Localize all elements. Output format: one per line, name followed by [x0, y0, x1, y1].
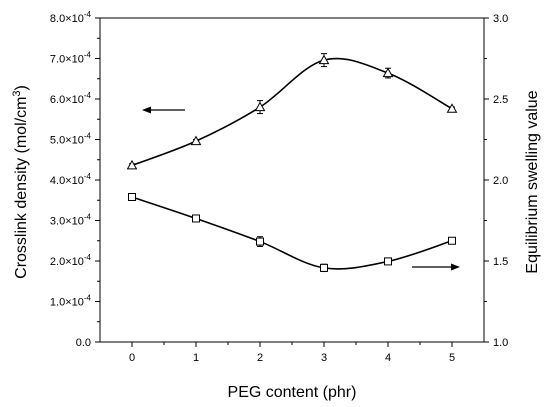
x-tick-label: 0 — [129, 352, 135, 364]
data-point-triangle — [190, 135, 202, 146]
y-tick-label: 1.0×10-4 — [50, 294, 92, 309]
arrow-to-left-axis-head — [142, 106, 151, 114]
y2-tick-label: 2.0 — [493, 175, 508, 187]
y-tick-label-exponent: -4 — [84, 10, 92, 19]
fit-curve-triangle — [131, 57, 453, 167]
x-tick-label: 5 — [449, 352, 455, 364]
y-tick-label: 0.0 — [76, 337, 91, 349]
y-tick-label-mantissa: 5.0×10 — [50, 135, 84, 147]
y-tick-label-exponent: -4 — [84, 51, 92, 60]
y-tick-label: 7.0×10-4 — [50, 51, 92, 66]
data-point-square — [256, 237, 264, 246]
y-axis-title-sup: 3 — [11, 90, 23, 96]
y2-axis-title: Equilibrium swelling value — [524, 90, 541, 273]
x-tick-label: 1 — [193, 352, 199, 364]
y-tick-label-mantissa: 2.0×10 — [50, 256, 84, 268]
y-tick-label: 4.0×10-4 — [50, 172, 92, 187]
y-tick-label: 6.0×10-4 — [50, 91, 92, 106]
data-point-square — [320, 263, 328, 272]
data-markers — [126, 54, 458, 272]
y-tick-label-mantissa: 8.0×10 — [50, 13, 84, 25]
axis-indicator-arrows — [142, 106, 460, 271]
x-tick-label: 2 — [257, 352, 263, 364]
plot-frame — [99, 17, 485, 343]
y-tick-label-mantissa: 6.0×10 — [50, 94, 84, 106]
y-tick-label-exponent: -4 — [84, 172, 92, 181]
data-point-square — [128, 193, 136, 202]
data-point-square — [192, 214, 200, 223]
data-point-triangle — [318, 54, 330, 65]
fit-curves — [131, 57, 453, 270]
y2-tick-label: 2.5 — [493, 94, 508, 106]
fit-curve-square — [131, 196, 453, 270]
y-tick-label-exponent: -4 — [84, 253, 92, 262]
y-tick-label: 5.0×10-4 — [50, 132, 92, 147]
y-tick-label-mantissa: 0.0 — [76, 337, 91, 349]
y-tick-label: 8.0×10-4 — [50, 10, 92, 25]
y-tick-label-exponent: -4 — [84, 91, 92, 100]
y2-tick-label: 3.0 — [493, 13, 508, 25]
y-axis-title-main: Crosslink density (mol/cm — [13, 97, 30, 279]
y-tick-label: 2.0×10-4 — [50, 253, 92, 268]
x-tick-label: 4 — [385, 352, 391, 364]
data-point-square — [448, 236, 456, 245]
y-axis-title: Crosslink density (mol/cm3) — [11, 85, 30, 279]
y-axis-title-end: ) — [13, 85, 30, 90]
y2-tick-label: 1.5 — [493, 256, 508, 268]
x-axis-title: PEG content (phr) — [228, 384, 357, 401]
y-tick-label-mantissa: 3.0×10 — [50, 216, 84, 228]
y-tick-label-exponent: -4 — [84, 132, 92, 141]
data-point-triangle — [126, 159, 138, 170]
data-point-triangle — [382, 67, 394, 78]
y-tick-label-exponent: -4 — [84, 294, 92, 303]
data-point-triangle — [254, 101, 266, 112]
y2-tick-label: 1.0 — [493, 337, 508, 349]
y-tick-label-mantissa: 4.0×10 — [50, 175, 84, 187]
x-tick-label: 3 — [321, 352, 327, 364]
y-tick-label: 3.0×10-4 — [50, 213, 92, 228]
error-bars — [129, 53, 455, 273]
data-point-square — [384, 257, 392, 266]
arrow-to-right-axis-head — [451, 263, 460, 271]
y-tick-label-mantissa: 1.0×10 — [50, 297, 84, 309]
data-point-triangle — [446, 103, 458, 113]
ticks: 0 1 2 3 4 50.01.0×10-42.0×10-43.0×10-44.0×10-… — [50, 10, 508, 364]
y-tick-label-mantissa: 7.0×10 — [50, 54, 84, 66]
y-tick-label-exponent: -4 — [84, 213, 92, 222]
